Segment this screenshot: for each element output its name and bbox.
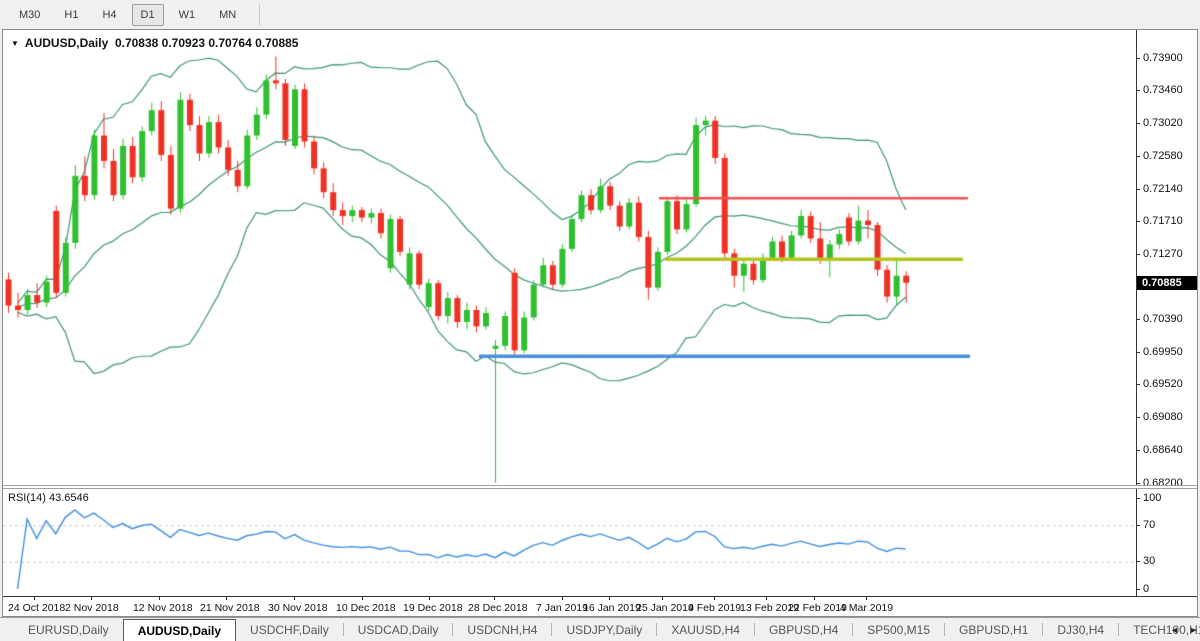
price-axis-label: 0.71710 — [1136, 214, 1183, 227]
current-price-tag: 0.70885 — [1137, 275, 1197, 290]
time-axis-label: 4 Mar 2019 — [840, 602, 894, 614]
rsi-axis-label: 70 — [1135, 518, 1156, 531]
tab-scroll-left-icon[interactable]: ◂ — [1171, 624, 1177, 636]
price-axis-label: 0.73900 — [1136, 51, 1183, 64]
chart-tab-xauusd-h4[interactable]: XAUUSD,H4 — [671, 622, 740, 637]
time-axis-label: 13 Feb 2019 — [740, 602, 799, 614]
tab-separator — [1042, 623, 1044, 636]
time-axis-label: 12 Nov 2018 — [133, 602, 193, 614]
timeframe-button-m30[interactable]: M30 — [19, 8, 41, 21]
price-axis-label: 0.71270 — [1136, 247, 1183, 260]
time-axis-label: 10 Dec 2018 — [336, 602, 396, 614]
chart-ohlc-values: 0.70838 0.70923 0.70764 0.70885 — [114, 36, 299, 50]
chart-tab-gbpusd-h1[interactable]: GBPUSD,H1 — [959, 622, 1029, 637]
price-axis-label: 0.69520 — [1136, 378, 1183, 391]
time-axis-tick — [34, 597, 35, 600]
tab-separator — [656, 623, 658, 636]
tab-separator — [342, 623, 344, 636]
chart-dropdown-icon[interactable]: ▼ — [11, 39, 19, 48]
chart-title[interactable]: ▼ AUDUSD,Daily 0.70838 0.70923 0.70764 0.… — [11, 36, 298, 50]
chart-window: ▼ AUDUSD,Daily 0.70838 0.70923 0.70764 0.… — [2, 29, 1198, 617]
price-axis-label: 0.68640 — [1136, 443, 1183, 456]
time-axis-label: 24 Oct 2018 — [8, 602, 66, 614]
time-axis-tick — [362, 597, 363, 600]
chart-tab-tech100-h1[interactable]: TECH100,H1 — [1133, 622, 1200, 637]
time-axis[interactable]: 24 Oct 2018 2 Nov 2018 12 Nov 2018 21 Nov 2… — [3, 596, 1197, 616]
timeframe-button-d1[interactable]: D1 — [131, 3, 164, 26]
time-axis-tick — [766, 597, 767, 600]
time-axis-label: 30 Nov 2018 — [268, 602, 328, 614]
time-axis-tick — [429, 597, 430, 600]
toolbar-separator — [259, 3, 261, 26]
tab-scroll-controls: ◂ ▸ — [1172, 618, 1196, 641]
time-axis-tick — [814, 597, 815, 600]
price-axis-label: 0.69950 — [1136, 346, 1183, 359]
tab-scroll-right-icon[interactable]: ▸ — [1190, 624, 1196, 636]
price-axis-label: 0.73020 — [1136, 117, 1183, 130]
chart-symbol-period: AUDUSD,Daily — [24, 36, 109, 50]
chart-tab-usdchf-daily[interactable]: USDCHF,Daily — [250, 622, 329, 637]
time-axis-label: 4 Feb 2019 — [688, 602, 742, 614]
chart-tab-usdcad-daily[interactable]: USDCAD,Daily — [357, 622, 439, 637]
chart-tab-bar: EURUSD,Daily AUDUSD,Daily USDCHF,Daily USDC… — [0, 617, 1200, 641]
tab-separator — [753, 623, 755, 636]
timeframe-button-w1[interactable]: W1 — [178, 8, 196, 21]
timeframe-buttons: M30 H1 H4 D1 W1 MN — [10, 3, 251, 26]
time-axis-tick — [609, 597, 610, 600]
tab-separator — [452, 623, 454, 636]
time-axis-tick — [494, 597, 495, 600]
time-axis-tick — [562, 597, 563, 600]
chart-tabs: EURUSD,Daily AUDUSD,Daily USDCHF,Daily USDC… — [14, 618, 1200, 641]
price-axis-label: 0.72140 — [1136, 182, 1183, 195]
tab-separator — [551, 623, 553, 636]
time-axis-label: 22 Feb 2019 — [788, 602, 847, 614]
price-chart-canvas[interactable] — [3, 30, 1136, 485]
price-axis[interactable]: 0.73900 0.73460 0.73020 0.72580 0.72140 0.717… — [1136, 30, 1197, 489]
chart-tab-audusd-daily[interactable]: AUDUSD,Daily — [122, 619, 237, 641]
rsi-axis-label: 30 — [1135, 555, 1156, 568]
price-axis-label: 0.69080 — [1136, 410, 1183, 423]
tab-separator — [852, 623, 854, 636]
chart-tab-gbpusd-h4[interactable]: GBPUSD,H4 — [768, 622, 839, 637]
rsi-indicator-label: RSI(14) 43.6546 — [8, 492, 89, 504]
tab-separator — [944, 623, 946, 636]
time-axis-label: 2 Nov 2018 — [65, 602, 119, 614]
time-axis-tick — [159, 597, 160, 600]
time-axis-label: 16 Jan 2019 — [583, 602, 641, 614]
tab-separator — [1118, 623, 1120, 636]
time-axis-label: 28 Dec 2018 — [468, 602, 528, 614]
price-axis-label: 0.73460 — [1136, 84, 1183, 97]
chart-tab-sp500-m15[interactable]: SP500,M15 — [867, 622, 931, 637]
timeframe-button-h4[interactable]: H4 — [102, 8, 117, 21]
time-axis-label: 7 Jan 2019 — [536, 602, 588, 614]
time-axis-label: 25 Jan 2019 — [636, 602, 694, 614]
time-axis-label: 21 Nov 2018 — [200, 602, 260, 614]
chart-tab-usdcnh-h4[interactable]: USDCNH,H4 — [467, 622, 538, 637]
time-axis-tick — [91, 597, 92, 600]
time-axis-tick — [226, 597, 227, 600]
price-axis-label: 0.70390 — [1136, 313, 1183, 326]
rsi-axis[interactable]: 100 70 30 0 — [1135, 489, 1197, 596]
chart-tab-dj30-h4[interactable]: DJ30,H4 — [1057, 622, 1105, 637]
timeframe-button-h1[interactable]: H1 — [64, 8, 79, 21]
time-axis-tick — [294, 597, 295, 600]
rsi-indicator-canvas[interactable] — [3, 489, 1136, 596]
time-axis-label: 19 Dec 2018 — [403, 602, 463, 614]
chart-tab-eurusd-daily[interactable]: EURUSD,Daily — [28, 622, 109, 637]
rsi-axis-label: 100 — [1135, 491, 1162, 504]
time-axis-tick — [866, 597, 867, 600]
timeframe-toolbar: M30 H1 H4 D1 W1 MN — [0, 0, 1200, 29]
rsi-axis-label: 0 — [1135, 582, 1150, 595]
time-axis-tick — [714, 597, 715, 600]
pane-separator[interactable] — [3, 485, 1197, 489]
chart-tab-usdjpy-daily[interactable]: USDJPY,Daily — [566, 622, 643, 637]
timeframe-button-mn[interactable]: MN — [219, 8, 237, 21]
time-axis-tick — [662, 597, 663, 600]
price-axis-label: 0.72580 — [1136, 149, 1183, 162]
